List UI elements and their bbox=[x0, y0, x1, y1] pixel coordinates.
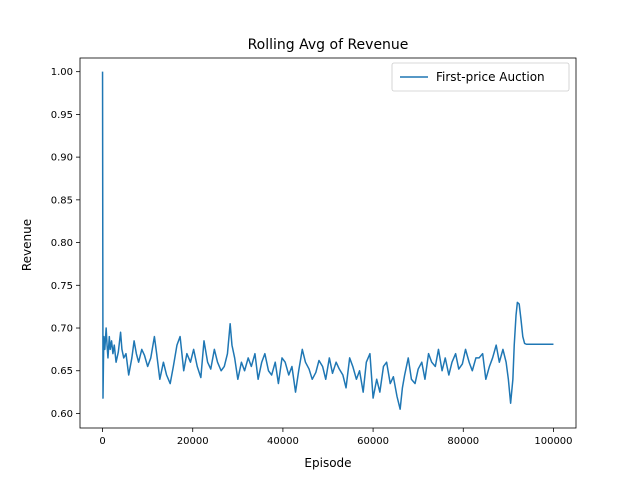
plot-frame bbox=[79, 57, 577, 429]
x-axis: 0 20000 40000 60000 80000 100000 bbox=[99, 428, 573, 447]
x-axis-label: Episode bbox=[304, 456, 351, 470]
x-tick-label: 20000 bbox=[177, 436, 209, 447]
x-tick-label: 40000 bbox=[267, 436, 299, 447]
x-tick-label: 60000 bbox=[357, 436, 389, 447]
x-tick-label: 80000 bbox=[447, 436, 479, 447]
y-tick-label: 0.95 bbox=[51, 110, 73, 121]
y-tick-label: 1.00 bbox=[51, 67, 73, 78]
y-tick-label: 0.60 bbox=[51, 409, 73, 420]
plot-area bbox=[79, 57, 577, 429]
y-axis-label: Revenue bbox=[20, 219, 34, 271]
legend-label: First-price Auction bbox=[436, 70, 545, 84]
y-tick-label: 0.75 bbox=[51, 281, 73, 292]
y-tick-label: 0.70 bbox=[51, 324, 73, 335]
y-axis: 0.60 0.65 0.70 0.75 0.80 0.85 0.90 0.95 1.00 bbox=[51, 67, 80, 420]
legend: First-price Auction bbox=[391, 62, 570, 92]
legend-box bbox=[391, 62, 570, 92]
y-tick-label: 0.85 bbox=[51, 195, 73, 206]
x-tick-label: 0 bbox=[99, 436, 105, 447]
y-tick-label: 0.65 bbox=[51, 366, 73, 377]
y-tick-label: 0.90 bbox=[51, 153, 73, 164]
x-tick-label: 100000 bbox=[534, 436, 572, 447]
chart-title: Rolling Avg of Revenue bbox=[248, 37, 409, 53]
series-line-0 bbox=[101, 71, 554, 410]
y-tick-label: 0.80 bbox=[51, 238, 73, 249]
